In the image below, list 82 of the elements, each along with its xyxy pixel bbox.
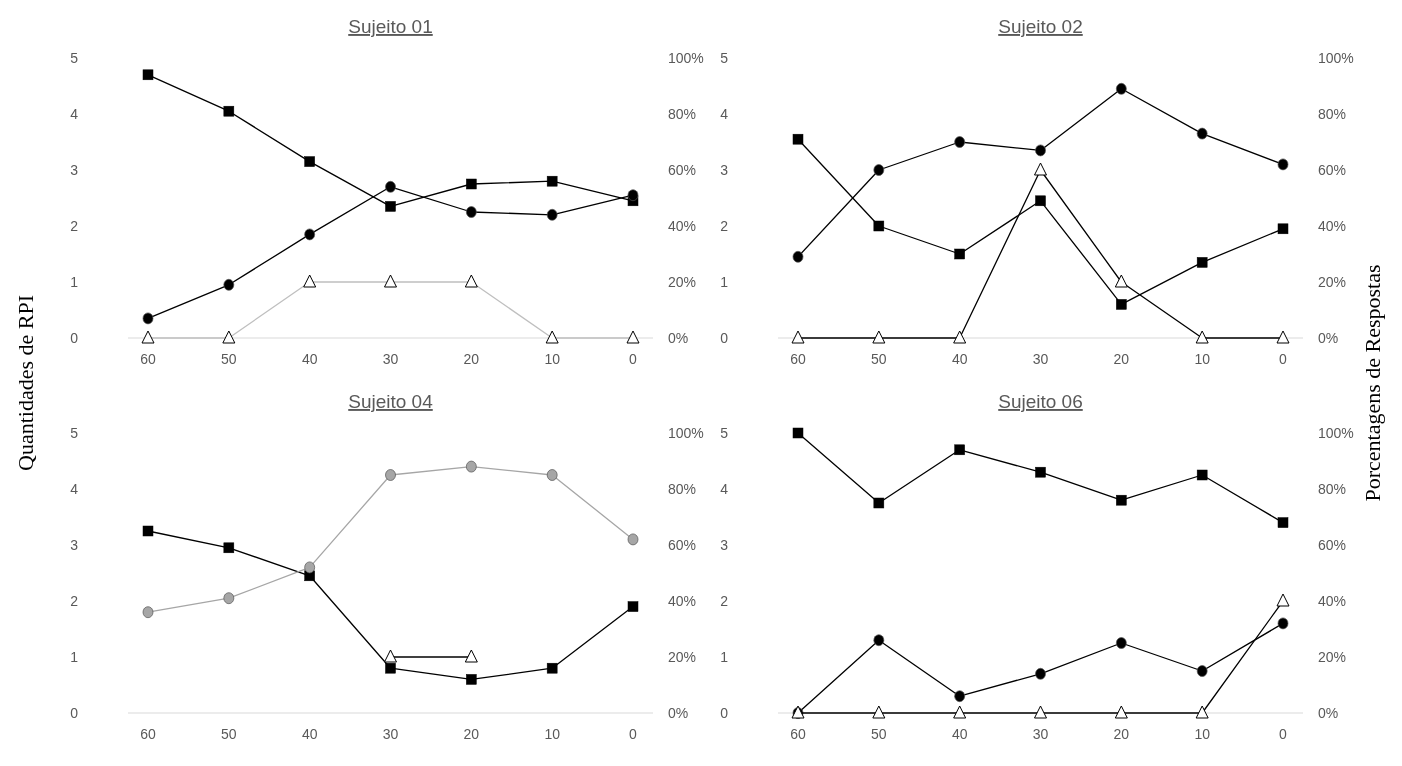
y2-tick-label: 0% <box>1318 704 1339 721</box>
y2-tick-label: 100% <box>668 424 704 441</box>
y2-tick-label: 100% <box>1318 49 1354 66</box>
x-tick-label: 20 <box>1113 351 1130 367</box>
y-tick-label: 4 <box>720 105 729 122</box>
y-tick-label: 0 <box>720 704 729 721</box>
y-axis-title: Quantidades de RPI <box>13 295 38 471</box>
x-tick-label: 40 <box>301 726 318 742</box>
y2-tick-label: 60% <box>668 536 697 553</box>
y-tick-label: 2 <box>720 592 729 609</box>
y-tick-label: 2 <box>70 217 79 234</box>
x-tick-label: 60 <box>790 351 806 367</box>
y-tick-label: 5 <box>720 49 729 66</box>
y2-tick-label: 40% <box>668 592 697 609</box>
chart-title: Sujeito 02 <box>998 16 1083 37</box>
x-tick-label: 10 <box>544 351 561 367</box>
y-tick-label: 1 <box>720 648 729 665</box>
y-tick-label: 1 <box>720 273 729 290</box>
x-tick-label: 60 <box>790 726 806 742</box>
y-tick-label: 3 <box>70 536 79 553</box>
y2-tick-label: 80% <box>668 105 697 122</box>
y-tick-label: 3 <box>70 161 79 178</box>
chart-title: Sujeito 01 <box>348 16 433 37</box>
y2-tick-label: 0% <box>668 329 689 346</box>
y-tick-label: 5 <box>70 49 79 66</box>
x-tick-label: 30 <box>1032 726 1049 742</box>
x-tick-label: 40 <box>301 351 318 367</box>
x-tick-label: 50 <box>871 726 887 742</box>
y-tick-label: 4 <box>720 480 729 497</box>
y-tick-label: 4 <box>70 105 79 122</box>
chart-title: Sujeito 04 <box>348 391 434 412</box>
x-tick-label: 50 <box>221 351 237 367</box>
y-tick-label: 2 <box>720 217 729 234</box>
x-tick-label: 60 <box>140 351 156 367</box>
y-tick-label: 4 <box>70 480 79 497</box>
y-tick-label: 3 <box>720 536 729 553</box>
x-tick-label: 0 <box>1279 351 1288 367</box>
chart-title: Sujeito 06 <box>998 391 1083 412</box>
x-tick-label: 50 <box>871 351 887 367</box>
y2-tick-label: 20% <box>1318 648 1347 665</box>
y-tick-label: 3 <box>720 161 729 178</box>
x-tick-label: 0 <box>629 351 638 367</box>
x-tick-label: 30 <box>382 351 399 367</box>
y2-tick-label: 60% <box>668 161 697 178</box>
x-tick-label: 10 <box>1194 726 1211 742</box>
x-tick-label: 10 <box>1194 351 1211 367</box>
y-tick-label: 5 <box>720 424 729 441</box>
y2-tick-label: 100% <box>668 49 704 66</box>
x-tick-label: 20 <box>463 351 480 367</box>
y2-tick-label: 0% <box>668 704 689 721</box>
x-tick-label: 0 <box>1279 726 1288 742</box>
y2-tick-label: 0% <box>1318 329 1339 346</box>
y2-tick-label: 20% <box>668 648 697 665</box>
y2-axis-title: Porcentagens de Respostas <box>1360 264 1385 502</box>
y-tick-label: 5 <box>70 424 79 441</box>
y2-tick-label: 100% <box>1318 424 1354 441</box>
x-tick-label: 0 <box>629 726 638 742</box>
y-tick-label: 0 <box>720 329 729 346</box>
y2-tick-label: 80% <box>668 480 697 497</box>
x-tick-label: 20 <box>463 726 480 742</box>
y2-tick-label: 60% <box>1318 161 1347 178</box>
y-tick-label: 0 <box>70 329 79 346</box>
y2-tick-label: 40% <box>1318 217 1347 234</box>
y2-tick-label: 20% <box>1318 273 1347 290</box>
x-tick-label: 30 <box>382 726 399 742</box>
y-tick-label: 1 <box>70 273 79 290</box>
y2-tick-label: 60% <box>1318 536 1347 553</box>
x-tick-label: 60 <box>140 726 156 742</box>
x-tick-label: 40 <box>951 726 968 742</box>
x-tick-label: 40 <box>951 351 968 367</box>
y-tick-label: 2 <box>70 592 79 609</box>
y-tick-label: 1 <box>70 648 79 665</box>
x-tick-label: 20 <box>1113 726 1130 742</box>
y2-tick-label: 20% <box>668 273 697 290</box>
y2-tick-label: 80% <box>1318 105 1347 122</box>
y2-tick-label: 80% <box>1318 480 1347 497</box>
x-tick-label: 10 <box>544 726 561 742</box>
y2-tick-label: 40% <box>668 217 697 234</box>
x-tick-label: 30 <box>1032 351 1049 367</box>
x-tick-label: 50 <box>221 726 237 742</box>
y2-tick-label: 40% <box>1318 592 1347 609</box>
y-tick-label: 0 <box>70 704 79 721</box>
